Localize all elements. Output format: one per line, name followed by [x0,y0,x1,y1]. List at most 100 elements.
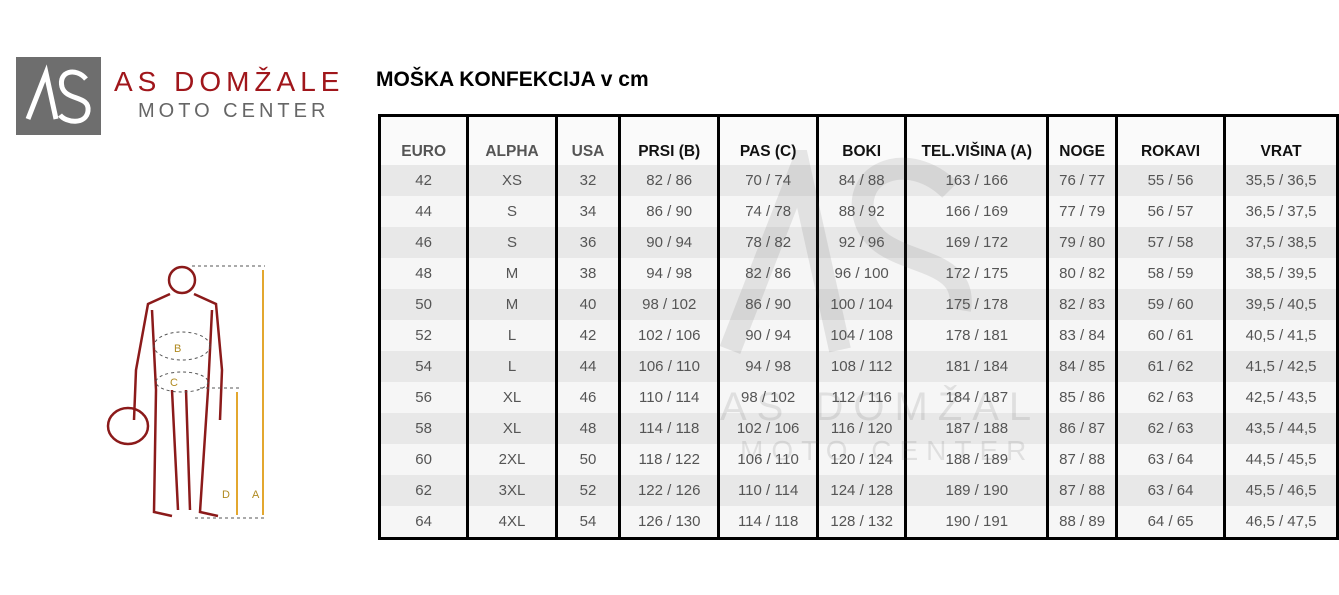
table-cell: 62 [377,475,470,506]
table-cell: 87 / 88 [1046,475,1118,506]
table-cell: 60 [377,444,470,475]
table-cell: L [466,351,558,382]
table-cell: 35,5 / 36,5 [1223,165,1339,196]
table-cell: 178 / 181 [904,320,1050,351]
table-cell: 82 / 83 [1046,289,1118,320]
table-cell: S [466,227,558,258]
table-cell: 40,5 / 41,5 [1223,320,1339,351]
table-cell: 70 / 74 [717,165,820,196]
table-cell: 38 [554,258,622,289]
table-cell: 45,5 / 46,5 [1223,475,1339,506]
logo-name: AS DOMŽALE [114,66,345,97]
table-cell: 187 / 188 [904,413,1050,444]
table-cell: 32 [554,165,622,196]
table-cell: 44 [377,196,470,227]
table-cell: 64 [377,506,470,539]
table-cell: 3XL [466,475,558,506]
table-cell: 48 [554,413,622,444]
table-cell: 88 / 92 [816,196,908,227]
table-cell: 78 / 82 [717,227,820,258]
table-cell: 90 / 94 [717,320,820,351]
table-row: 56 XL 46 110 / 114 98 / 102 112 / 116 184 / 18… [377,382,1339,413]
table-cell: 94 / 98 [717,351,820,382]
table-cell: 169 / 172 [904,227,1050,258]
table-cell: 84 / 85 [1046,351,1118,382]
column-header: ROKAVI [1114,115,1227,165]
label-c: C [170,377,178,389]
column-header: USA [554,115,622,165]
table-row: 62 3XL 52 122 / 126 110 / 114 124 / 128 189 / … [377,475,1339,506]
table-cell: 63 / 64 [1114,444,1227,475]
table-cell: 188 / 189 [904,444,1050,475]
column-header: TEL.VIŠINA (A) [904,115,1050,165]
table-cell: 64 / 65 [1114,506,1227,539]
table-cell: 4XL [466,506,558,539]
table-cell: 39,5 / 40,5 [1223,289,1339,320]
table-cell: 92 / 96 [816,227,908,258]
table-cell: 37,5 / 38,5 [1223,227,1339,258]
table-cell: 166 / 169 [904,196,1050,227]
table-cell: 128 / 132 [816,506,908,539]
label-b: B [174,343,181,355]
table-cell: 86 / 90 [717,289,820,320]
table-cell: 52 [377,320,470,351]
table-cell: 60 / 61 [1114,320,1227,351]
table-cell: 83 / 84 [1046,320,1118,351]
table-cell: 98 / 102 [717,382,820,413]
table-cell: 100 / 104 [816,289,908,320]
table-cell: 110 / 114 [717,475,820,506]
table-cell: 57 / 58 [1114,227,1227,258]
table-cell: 63 / 64 [1114,475,1227,506]
column-header: EURO [377,115,470,165]
table-cell: 62 / 63 [1114,413,1227,444]
table-cell: 104 / 108 [816,320,908,351]
table-row: 60 2XL 50 118 / 122 106 / 110 120 / 124 188 / … [377,444,1339,475]
table-cell: 181 / 184 [904,351,1050,382]
table-cell: 120 / 124 [816,444,908,475]
logo-mark [16,57,101,135]
table-cell: XS [466,165,558,196]
table-cell: 74 / 78 [717,196,820,227]
table-cell: 190 / 191 [904,506,1050,539]
table-cell: 56 [377,382,470,413]
table-cell: 56 / 57 [1114,196,1227,227]
table-cell: S [466,196,558,227]
table-cell: L [466,320,558,351]
table-cell: 110 / 114 [618,382,721,413]
table-cell: 114 / 118 [717,506,820,539]
table-cell: 79 / 80 [1046,227,1118,258]
table-cell: 48 [377,258,470,289]
table-cell: 42 [554,320,622,351]
table-cell: M [466,289,558,320]
table-cell: 108 / 112 [816,351,908,382]
table-cell: 54 [377,351,470,382]
table-cell: 62 / 63 [1114,382,1227,413]
table-cell: 126 / 130 [618,506,721,539]
table-cell: 2XL [466,444,558,475]
table-cell: 50 [554,444,622,475]
table-row: 46 S 36 90 / 94 78 / 82 92 / 96 169 / 172 79 / … [377,227,1339,258]
table-cell: 54 [554,506,622,539]
table-cell: 85 / 86 [1046,382,1118,413]
table-header-row: EURO ALPHA USA PRSI (B) PAS (C) BOKI TEL.VIŠIN… [377,115,1339,165]
size-table: EURO ALPHA USA PRSI (B) PAS (C) BOKI TEL.VIŠIN… [377,114,1339,540]
table-cell: 44,5 / 45,5 [1223,444,1339,475]
table-cell: 58 [377,413,470,444]
label-a: A [252,489,260,501]
table-cell: 114 / 118 [618,413,721,444]
table-cell: 184 / 187 [904,382,1050,413]
table-cell: 36,5 / 37,5 [1223,196,1339,227]
table-cell: 40 [554,289,622,320]
table-cell: 50 [377,289,470,320]
table-cell: 102 / 106 [618,320,721,351]
table-cell: 80 / 82 [1046,258,1118,289]
table-row: 52 L 42 102 / 106 90 / 94 104 / 108 178 / 181 8… [377,320,1339,351]
table-cell: 42,5 / 43,5 [1223,382,1339,413]
column-header: BOKI [816,115,908,165]
table-cell: 88 / 89 [1046,506,1118,539]
table-row: 42 XS 32 82 / 86 70 / 74 84 / 88 163 / 166 76 /… [377,165,1339,196]
table-cell: 82 / 86 [717,258,820,289]
table-row: 58 XL 48 114 / 118 102 / 106 116 / 120 187 / 1… [377,413,1339,444]
table-cell: 38,5 / 39,5 [1223,258,1339,289]
table-cell: 98 / 102 [618,289,721,320]
